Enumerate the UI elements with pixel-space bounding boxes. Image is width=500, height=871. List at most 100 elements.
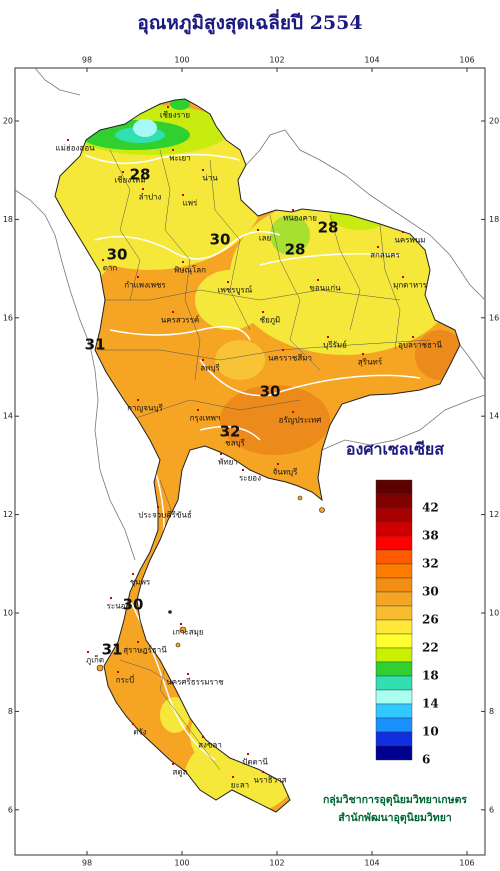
- legend-label: 30: [422, 585, 439, 599]
- station-dot: [282, 349, 284, 351]
- station-dot: [137, 641, 139, 643]
- legend-swatch: [375, 479, 413, 495]
- legend-swatch: [375, 633, 413, 649]
- station-dot: [167, 106, 169, 108]
- province-label: ตรัง: [133, 728, 146, 737]
- province-label: น่าน: [202, 174, 218, 183]
- station-dot: [220, 453, 222, 455]
- credit-line: สำนักพัฒนาอุตุนิยมวิทยา: [338, 812, 452, 825]
- province-label: พะเยา: [169, 154, 190, 163]
- province-label: กระบี่: [116, 674, 135, 685]
- station-dot: [262, 771, 264, 773]
- station-dot: [102, 259, 104, 261]
- lon-tick-label: 102: [269, 859, 284, 868]
- province-label: เลย: [259, 234, 271, 243]
- legend-label: 22: [422, 641, 439, 655]
- lat-tick-label: 18: [3, 215, 13, 224]
- station-dot: [122, 171, 124, 173]
- station-dot: [180, 623, 182, 625]
- lat-tick-label: 16: [489, 313, 499, 322]
- lat-tick-label: 8: [489, 707, 494, 716]
- province-label: กรุงเทพฯ: [190, 414, 221, 423]
- contour-label: 28: [318, 219, 339, 237]
- station-dot: [137, 276, 139, 278]
- field-light-green: [270, 215, 310, 255]
- lat-tick-label: 12: [489, 510, 499, 519]
- province-label: อรัญประเทศ: [279, 416, 322, 425]
- lat-tick-label: 14: [489, 412, 499, 421]
- station-dot: [317, 279, 319, 281]
- province-label: พิษณุโลก: [174, 265, 206, 275]
- lon-tick-label: 106: [459, 56, 474, 65]
- contour-label: 30: [260, 383, 281, 401]
- province-label: ลพบุรี: [200, 364, 220, 373]
- province-label: ชุมพร: [130, 578, 151, 587]
- legend: 42 38 32 30 26 22 18 14 10 6: [375, 479, 439, 767]
- field-cyan: [133, 119, 157, 137]
- legend-swatch: [375, 577, 413, 593]
- legend-swatch: [375, 605, 413, 621]
- islands: [96, 495, 325, 672]
- station-dot: [182, 261, 184, 263]
- legend-swatch: [375, 535, 413, 551]
- province-label: หนองคาย: [283, 214, 317, 223]
- legend-swatch: [375, 661, 413, 677]
- station-dot: [172, 149, 174, 151]
- province-label: กำแพงเพชร: [124, 281, 166, 290]
- station-dot: [87, 651, 89, 653]
- contour-label: 28: [285, 241, 306, 259]
- legend-swatch: [375, 731, 413, 747]
- lat-tick-label: 14: [3, 412, 13, 421]
- legend-label: 6: [422, 753, 430, 767]
- province-label: สุราษฎร์ธานี: [123, 645, 167, 655]
- field-yellow-central: [195, 270, 265, 330]
- legend-swatch: [375, 493, 413, 509]
- station-dot: [137, 399, 139, 401]
- station-dot: [277, 463, 279, 465]
- contour-label: 30: [107, 246, 128, 264]
- station-dot: [202, 169, 204, 171]
- province-label: ตาก: [103, 264, 118, 273]
- province-label: สุรินทร์: [358, 357, 383, 367]
- field-dark-orange: [220, 385, 330, 455]
- lat-tick-label: 20: [489, 117, 499, 126]
- province-label: เพชรบูรณ์: [218, 285, 253, 296]
- lat-tick-label: 18: [489, 215, 499, 224]
- province-label: เกาะสมุย: [172, 628, 203, 637]
- lat-tick-label: 12: [3, 510, 13, 519]
- title: อุณหภูมิสูงสุดเฉลี่ยปี 2554: [137, 9, 362, 35]
- station-dot: [262, 311, 264, 313]
- station-dot: [292, 209, 294, 211]
- field-green: [170, 99, 190, 110]
- lon-tick-label: 104: [364, 859, 379, 868]
- lon-tick-label: 106: [459, 859, 474, 868]
- lat-tick-label: 20: [3, 117, 13, 126]
- station-dot: [172, 763, 174, 765]
- station-dot: [117, 671, 119, 673]
- province-label: อุบลราชธานี: [398, 341, 442, 350]
- contour-label: 28: [130, 166, 151, 184]
- station-dot: [402, 231, 404, 233]
- neighbour-borders: [14, 67, 486, 561]
- province-label: บุรีรัมย์: [323, 340, 347, 350]
- lat-tick-label: 6: [8, 805, 13, 814]
- province-label: นครพนม: [394, 236, 425, 245]
- station-dot: [362, 353, 364, 355]
- field-light-orange: [215, 340, 265, 380]
- province-label: ขอนแก่น: [309, 284, 341, 293]
- province-label: แม่ฮ่องสอน: [55, 144, 95, 153]
- province-label: แพร่: [183, 199, 198, 208]
- province-label: เชียงใหม่: [114, 176, 145, 185]
- contour-label: 30: [210, 231, 231, 249]
- station-dot: [67, 139, 69, 141]
- legend-label: 42: [422, 501, 439, 515]
- province-label: ระยอง: [239, 474, 261, 483]
- station-dot: [292, 411, 294, 413]
- province-label: ชลบุรี: [225, 439, 245, 448]
- province-label: เชียงราย: [160, 111, 190, 120]
- station-dot: [257, 229, 259, 231]
- province-label: ประจวบคีรีขันธ์: [138, 510, 192, 520]
